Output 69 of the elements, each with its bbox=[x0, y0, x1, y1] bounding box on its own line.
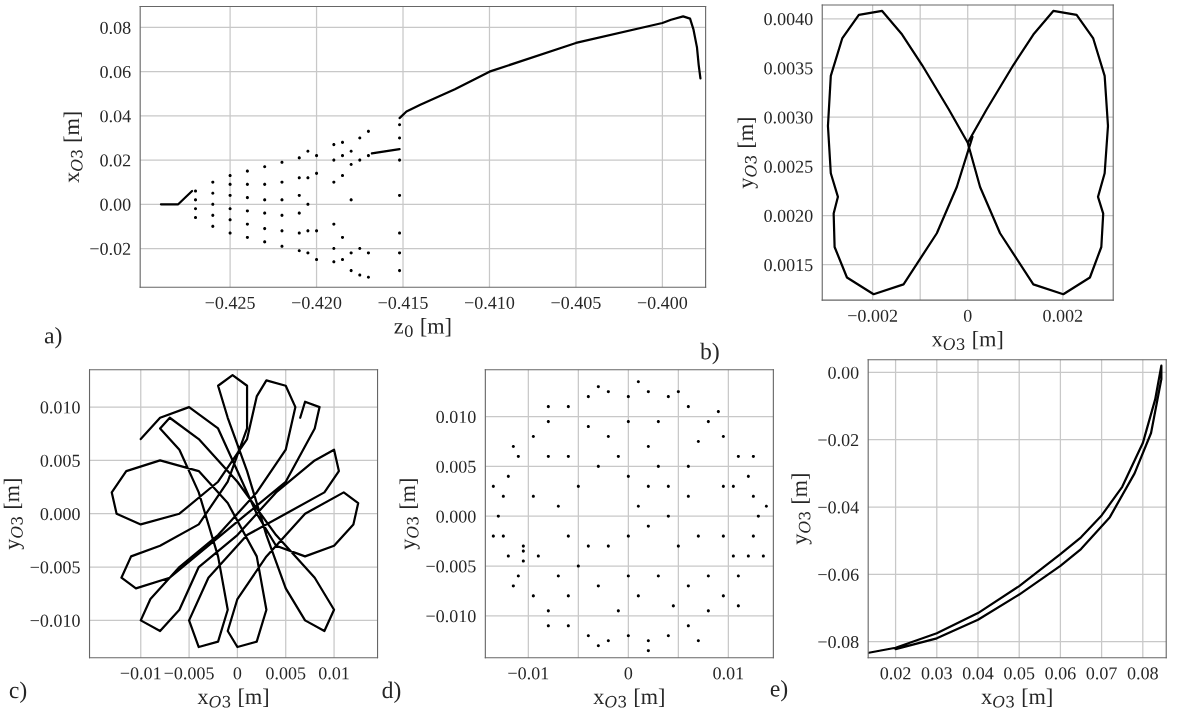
y-tick-label: 0.04 bbox=[100, 110, 131, 123]
x-tick-label: 0.02 bbox=[880, 667, 911, 680]
y-tick-label: 0.005 bbox=[40, 454, 80, 467]
y-tick-label: 0.0040 bbox=[764, 13, 813, 26]
x-tick-label: 0.06 bbox=[1045, 667, 1076, 680]
x-tick-label: −0.01 bbox=[508, 667, 549, 680]
y-axis-title: x$_{O3}$ [m] bbox=[63, 112, 83, 183]
text: b) bbox=[700, 342, 719, 365]
x-axis-title: x$_{O3}$ [m] bbox=[197, 688, 268, 708]
y-tick-label: 0.0025 bbox=[764, 160, 813, 173]
x-tick-label: 0 bbox=[233, 667, 242, 680]
x-tick-label: −0.005 bbox=[164, 667, 214, 680]
line-series bbox=[110, 373, 360, 649]
y-tick-label: 0.08 bbox=[100, 21, 131, 34]
y-tick-label: 0.0020 bbox=[764, 209, 813, 223]
y-tick-label: −0.06 bbox=[818, 568, 859, 581]
y-tick-label: −0.02 bbox=[90, 242, 131, 256]
x-tick-label: 0.01 bbox=[713, 667, 744, 680]
text: d) bbox=[382, 681, 401, 704]
x-tick-label: −0.415 bbox=[378, 296, 428, 310]
x-tick-label: −0.002 bbox=[848, 309, 898, 322]
x-axis-title: z$_{0}$ [m] bbox=[394, 318, 451, 338]
y-tick-label: 0.0035 bbox=[764, 62, 813, 75]
y-tick-label: −0.005 bbox=[30, 561, 80, 574]
y-tick-label: 0.0030 bbox=[764, 111, 813, 124]
y-tick-label: 0.00 bbox=[828, 366, 859, 379]
y-tick-label: 0.005 bbox=[436, 460, 476, 473]
y-tick-label: 0.010 bbox=[436, 410, 476, 424]
x-axis-title: x$_{O3}$ [m] bbox=[593, 688, 664, 708]
x-tick-label: 0.01 bbox=[318, 667, 349, 680]
x-tick-label: −0.425 bbox=[205, 296, 255, 310]
y-tick-label: −0.010 bbox=[30, 614, 80, 627]
x-tick-label: −0.400 bbox=[637, 296, 688, 310]
x-tick-label: 0.005 bbox=[266, 667, 306, 680]
y-tick-label: 0.02 bbox=[100, 154, 131, 167]
x-axis-title: x$_{O3}$ [m] bbox=[981, 688, 1052, 708]
x-tick-label: 0.05 bbox=[1004, 667, 1035, 680]
x-tick-label: 0.07 bbox=[1086, 667, 1117, 680]
y-tick-label: −0.08 bbox=[818, 635, 859, 649]
x-axis-title: x$_{O3}$ [m] bbox=[931, 330, 1003, 351]
x-tick-label: 0.002 bbox=[1043, 309, 1083, 322]
text: e) bbox=[770, 680, 788, 702]
x-tick-label: 0.03 bbox=[921, 667, 952, 680]
y-tick-label: 0.000 bbox=[40, 507, 80, 521]
x-tick-label: −0.410 bbox=[464, 296, 515, 310]
y-tick-label: −0.02 bbox=[818, 433, 859, 447]
y-tick-label: 0.000 bbox=[436, 510, 476, 523]
y-tick-label: −0.04 bbox=[818, 501, 859, 514]
y-tick-label: 0.06 bbox=[100, 65, 131, 79]
y-axis-title: y$_{O3}$ [m] bbox=[791, 474, 812, 545]
line-series bbox=[868, 364, 1163, 654]
text: a) bbox=[44, 326, 62, 349]
x-tick-label: −0.405 bbox=[551, 296, 601, 310]
y-tick-label: 0.00 bbox=[100, 198, 131, 211]
y-tick-label: 0.0015 bbox=[764, 258, 813, 272]
x-tick-label: −0.420 bbox=[292, 296, 342, 310]
y-tick-label: −0.010 bbox=[426, 610, 476, 623]
text: c) bbox=[9, 681, 27, 704]
x-tick-label: 0 bbox=[963, 309, 972, 322]
x-tick-label: 0.08 bbox=[1127, 667, 1158, 680]
y-tick-label: −0.005 bbox=[426, 560, 476, 573]
x-tick-label: −0.01 bbox=[120, 667, 161, 680]
x-tick-label: 0 bbox=[624, 667, 633, 680]
line-series bbox=[826, 9, 1110, 296]
y-axis-title: y$_{O3}$ [m] bbox=[737, 118, 758, 189]
y-tick-label: 0.010 bbox=[40, 401, 80, 414]
y-axis-title: y$_{O3}$ [m] bbox=[3, 479, 24, 550]
x-tick-label: 0.04 bbox=[962, 667, 994, 680]
y-axis-title: y$_{O3}$ [m] bbox=[399, 479, 420, 550]
